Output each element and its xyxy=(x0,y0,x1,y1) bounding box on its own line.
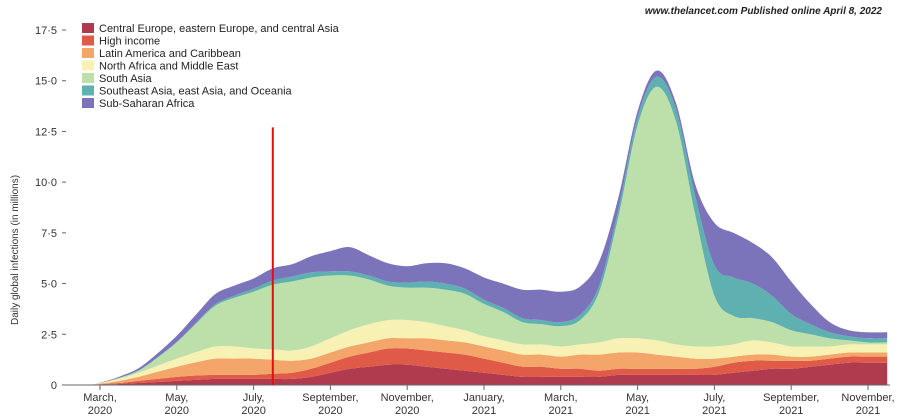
legend-entry: Southeast Asia, east Asia, and Oceania xyxy=(99,86,293,98)
x-tick-label: 2021 xyxy=(472,405,496,417)
x-tick-label: 2021 xyxy=(779,405,803,417)
x-tick-label: March, xyxy=(83,392,117,404)
y-tick-label: 0 xyxy=(51,380,57,392)
legend-swatch xyxy=(82,35,94,46)
x-tick-label: 2020 xyxy=(395,405,419,417)
y-axis-label: Daily global infections (in millions) xyxy=(10,175,21,325)
legend-entry: Central Europe, eastern Europe, and cent… xyxy=(99,23,340,35)
y-axis-ticks: 0 2·5 5·0 7·5 10·0 12·5 15·0 17·5 xyxy=(35,25,66,392)
x-tick-label: September, xyxy=(763,392,819,404)
x-tick-label: September, xyxy=(302,392,358,404)
legend-entry: Latin America and Caribbean xyxy=(99,48,241,60)
x-tick-label: July, xyxy=(243,392,265,404)
legend-swatch xyxy=(82,98,94,108)
stacked-areas xyxy=(69,70,888,386)
legend-entry: Sub-Saharan Africa xyxy=(99,98,195,110)
x-tick-label: November, xyxy=(841,392,894,404)
x-tick-label: 2020 xyxy=(165,405,189,417)
area-series-4 xyxy=(69,319,888,386)
x-tick-label: 2021 xyxy=(856,405,880,417)
x-tick-label: May, xyxy=(626,392,649,404)
legend-entry: High income xyxy=(99,36,160,48)
y-tick-label: 2·5 xyxy=(41,329,57,341)
x-tick-label: November, xyxy=(381,392,434,404)
x-tick-label: January, xyxy=(463,392,504,404)
legend-swatch xyxy=(82,73,94,83)
x-tick-label: March, xyxy=(544,392,578,404)
x-tick-label: May, xyxy=(165,392,188,404)
x-tick-label: 2020 xyxy=(318,405,342,417)
x-axis-ticks: March,2020May,2020July,2020September,202… xyxy=(83,385,895,417)
x-tick-label: 2020 xyxy=(241,405,265,417)
y-tick-label: 12·5 xyxy=(35,126,57,138)
y-tick-label: 15·0 xyxy=(35,76,57,88)
x-tick-label: 2021 xyxy=(549,405,573,417)
x-tick-label: July, xyxy=(703,392,725,404)
legend: Central Europe, eastern Europe, and cent… xyxy=(82,23,340,110)
legend-entry: North Africa and Middle East xyxy=(99,61,238,73)
x-tick-label: 2021 xyxy=(702,405,726,417)
x-tick-label: 2020 xyxy=(88,405,112,417)
x-tick-label: 2021 xyxy=(625,405,649,417)
legend-swatch xyxy=(82,48,94,58)
y-tick-label: 7·5 xyxy=(41,228,57,240)
y-tick-label: 5·0 xyxy=(41,279,57,291)
legend-swatch xyxy=(82,23,94,33)
y-tick-label: 17·5 xyxy=(35,25,57,37)
legend-entry: South Asia xyxy=(99,73,152,85)
y-tick-label: 10·0 xyxy=(35,177,57,189)
publication-credit: www.thelancet.com Published online April… xyxy=(645,6,883,17)
legend-swatch xyxy=(82,85,94,96)
legend-swatch xyxy=(82,60,94,71)
